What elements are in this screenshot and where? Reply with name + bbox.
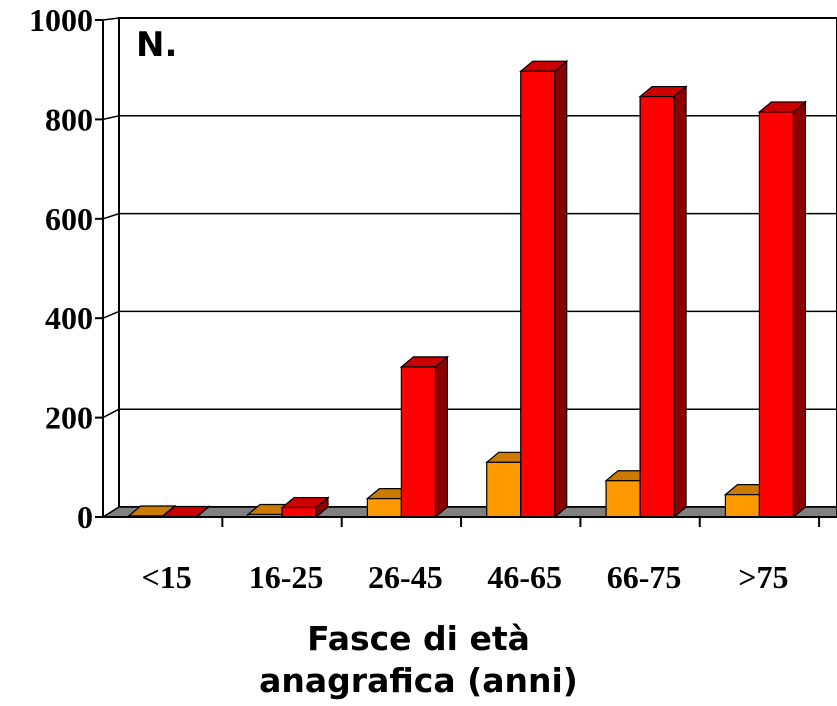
gridline-diagonal — [102, 408, 120, 419]
bar-66-75-series2 — [638, 85, 688, 519]
x-tick-label: 46-65 — [487, 559, 562, 595]
y-tick-label: 600 — [45, 201, 93, 237]
y-tick-label: 400 — [45, 300, 93, 336]
gridline-diagonal — [102, 212, 120, 220]
x-axis-title-line2: anagrafica (anni) — [259, 661, 578, 700]
x-tick-label: >75 — [738, 559, 788, 595]
x-tick-label: <15 — [142, 559, 192, 595]
x-tick-label: 26-45 — [368, 559, 443, 595]
x-axis-title: Fasce di età anagrafica (anni) — [0, 618, 837, 702]
x-tick-labels: <15 16-25 26-45 46-65 66-75 >75 — [142, 559, 789, 595]
gridlines — [102, 17, 837, 508]
y-axis-title: N. — [136, 25, 177, 65]
bar-46-65-series2 — [519, 59, 569, 519]
bars — [127, 59, 808, 519]
y-tick-labels: 0 200 400 600 800 1000 — [29, 2, 93, 535]
x-axis-title-line1: Fasce di età — [307, 619, 530, 658]
axes — [95, 19, 837, 527]
y-tick-label: 1000 — [29, 2, 93, 38]
bar-26-45-series2 — [399, 355, 450, 519]
y-tick-label: 800 — [45, 101, 93, 137]
gridline-diagonal — [102, 310, 120, 319]
gridline-diagonal — [102, 115, 120, 121]
bar-16-25-series2 — [280, 496, 330, 519]
y-tick-label: 200 — [45, 400, 93, 436]
bar->75-series2 — [757, 100, 808, 519]
gridline-diagonal — [102, 17, 120, 21]
y-tick-label: 0 — [77, 499, 93, 535]
x-tick-label: 66-75 — [607, 559, 682, 595]
x-tick-label: 16-25 — [249, 559, 324, 595]
